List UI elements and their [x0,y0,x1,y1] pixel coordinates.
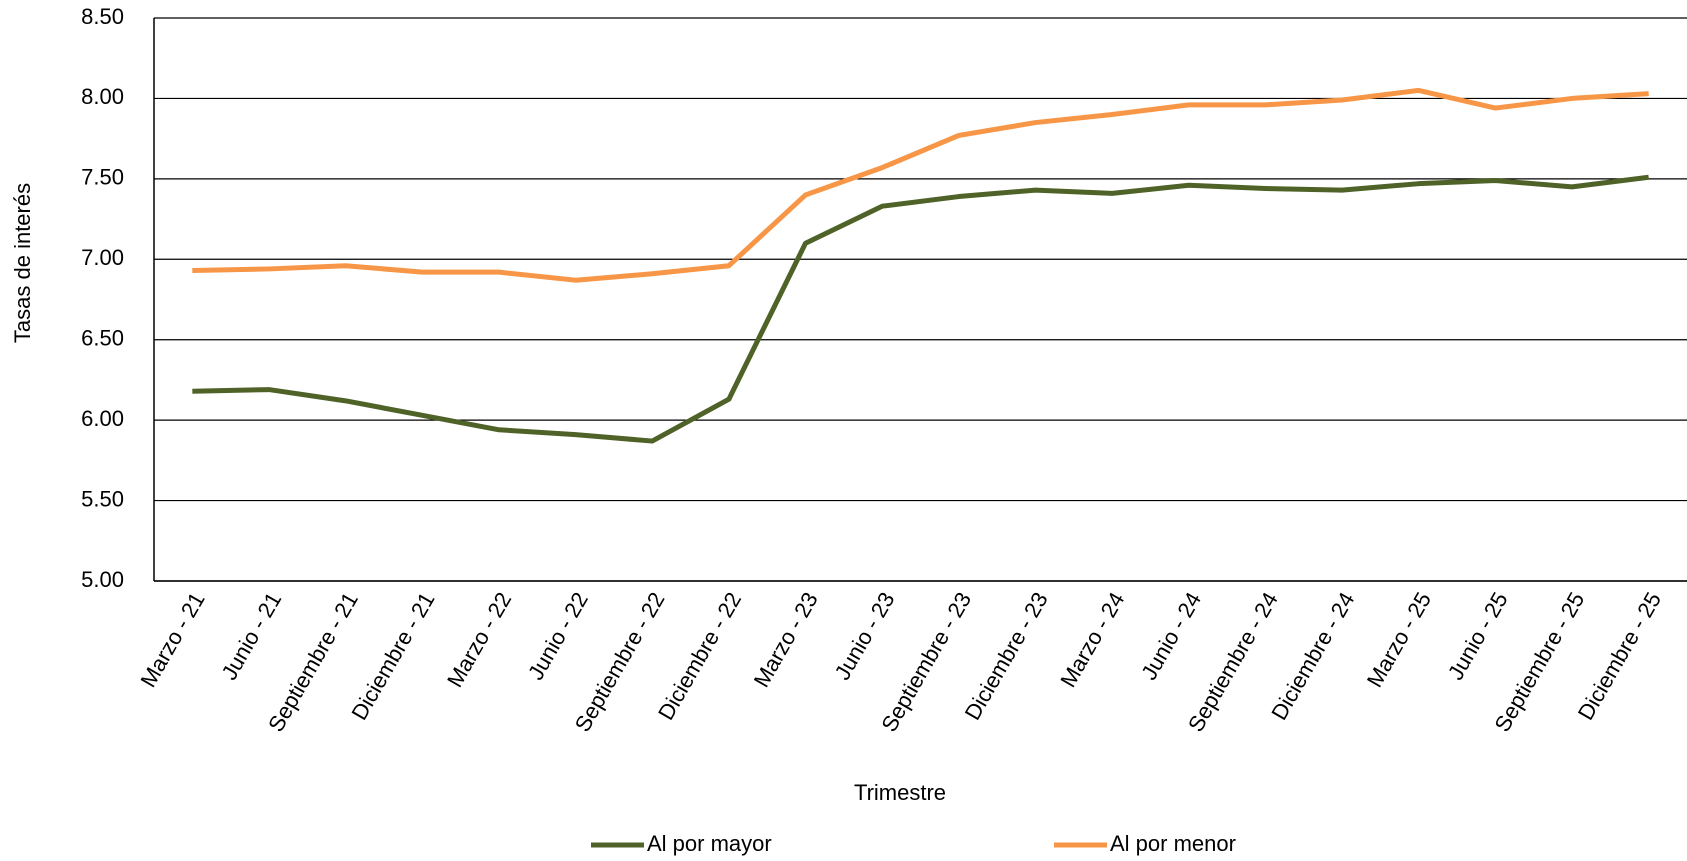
x-tick-label: Marzo - 23 [749,588,823,692]
y-tick-label: 5.00 [81,567,124,592]
x-tick-label: Diciembre - 23 [960,588,1053,724]
x-tick-label: Marzo - 22 [442,588,516,692]
x-tick-label: Junio - 25 [1443,588,1513,684]
legend-label: Al por mayor [647,831,772,856]
x-tick-label: Marzo - 25 [1362,588,1436,692]
x-axis-title: Trimestre [854,780,946,805]
y-tick-label: 5.50 [81,486,124,511]
x-tick-label: Junio - 23 [830,588,900,684]
x-tick-label: Junio - 21 [216,588,286,684]
y-tick-label: 6.00 [81,406,124,431]
x-tick-label: Diciembre - 24 [1266,588,1359,724]
x-tick-label: Marzo - 21 [135,588,209,692]
x-tick-label: Diciembre - 21 [346,588,439,724]
y-tick-label: 7.00 [81,245,124,270]
x-tick-label: Junio - 22 [523,588,593,684]
series-line [192,174,1649,444]
y-tick-label: 8.00 [81,84,124,109]
y-axis-title: Tasas de interés [10,183,35,343]
x-tick-label: Diciembre - 25 [1573,588,1666,724]
y-tick-label: 8.50 [81,4,124,29]
series-line [192,87,1649,283]
x-tick-label: Junio - 24 [1136,588,1206,684]
y-tick-label: 7.50 [81,165,124,190]
x-tick-label: Marzo - 24 [1055,588,1129,692]
legend-label: Al por menor [1110,831,1236,856]
x-tick-label: Diciembre - 22 [653,588,746,724]
y-tick-label: 6.50 [81,326,124,351]
